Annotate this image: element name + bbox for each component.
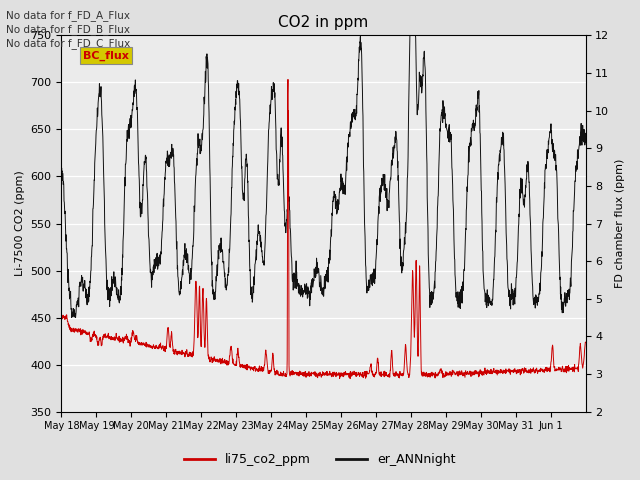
Legend: li75_co2_ppm, er_ANNnight: li75_co2_ppm, er_ANNnight — [179, 448, 461, 471]
Y-axis label: FD chamber flux (ppm): FD chamber flux (ppm) — [615, 159, 625, 288]
Text: No data for f_FD_A_Flux: No data for f_FD_A_Flux — [6, 10, 131, 21]
Title: CO2 in ppm: CO2 in ppm — [278, 15, 369, 30]
Text: No data for f_FD_B_Flux: No data for f_FD_B_Flux — [6, 24, 131, 35]
Y-axis label: Li-7500 CO2 (ppm): Li-7500 CO2 (ppm) — [15, 170, 25, 276]
Text: No data for f_FD_C_Flux: No data for f_FD_C_Flux — [6, 38, 131, 49]
Text: BC_flux: BC_flux — [83, 50, 129, 60]
